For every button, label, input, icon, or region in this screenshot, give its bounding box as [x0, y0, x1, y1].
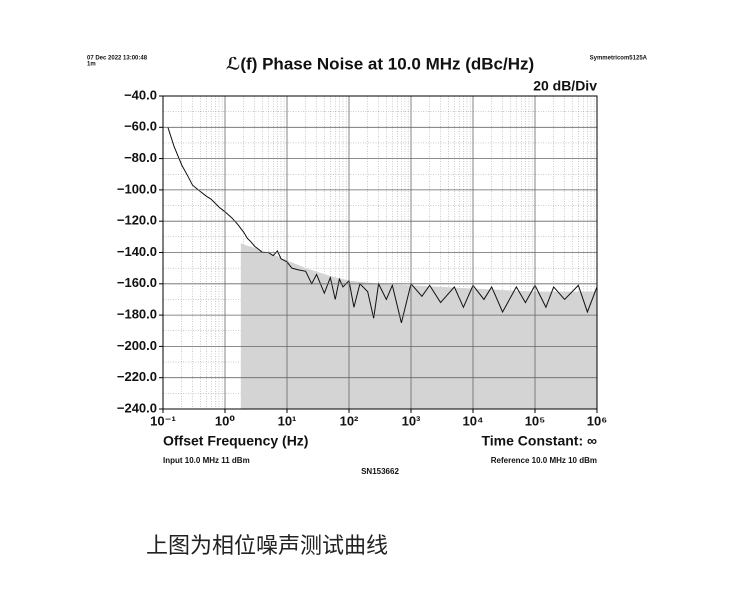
- y-tick-label: −100.0: [117, 181, 157, 196]
- noise-floor-area: [240, 243, 597, 409]
- x-tick-label: 10²: [340, 413, 359, 428]
- timestamp: 07 Dec 2022 13:00:48: [87, 56, 148, 62]
- x-tick-label: 10³: [402, 413, 421, 428]
- y-tick-label: −140.0: [117, 244, 157, 259]
- chart-title: ℒ(f) Phase Noise at 10.0 MHz (dBc/Hz): [226, 54, 534, 73]
- x-tick-label: 10⁻¹: [150, 413, 176, 428]
- y-tick-label: −80.0: [124, 150, 157, 165]
- plot-frame: [162, 95, 598, 410]
- scale-label: 20 dB/Div: [533, 78, 597, 94]
- caption: 上图为相位噪声测试曲线: [146, 534, 389, 559]
- x-tick-label: 10⁴: [463, 413, 484, 428]
- duration: 1m: [87, 62, 96, 68]
- phase-noise-line: [167, 127, 598, 324]
- y-tick-label: −200.0: [117, 338, 157, 353]
- chart: 07 Dec 2022 13:00:48 1m Symmetricom5125A…: [87, 54, 648, 476]
- x-tick-label: 10⁵: [525, 413, 546, 428]
- input-info: Input 10.0 MHz 11 dBm: [163, 456, 250, 465]
- y-tick-label: −60.0: [124, 119, 157, 134]
- y-tick-label: −240.0: [117, 400, 157, 415]
- time-constant: Time Constant: ∞: [481, 433, 597, 449]
- x-axis-label: Offset Frequency (Hz): [163, 433, 308, 449]
- x-tick-label: 10⁶: [587, 413, 607, 428]
- y-tick-label: −120.0: [117, 213, 157, 228]
- y-tick-label: −220.0: [117, 369, 157, 384]
- x-tick-label: 10¹: [278, 413, 297, 428]
- y-tick-label: −180.0: [117, 307, 157, 322]
- x-tick-label: 10⁰: [215, 413, 235, 428]
- instrument: Symmetricom5125A: [590, 56, 648, 62]
- y-tick-label: −40.0: [124, 87, 157, 102]
- reference-info: Reference 10.0 MHz 10 dBm: [491, 456, 597, 465]
- serial-number: SN153662: [361, 467, 399, 476]
- y-tick-label: −160.0: [117, 275, 157, 290]
